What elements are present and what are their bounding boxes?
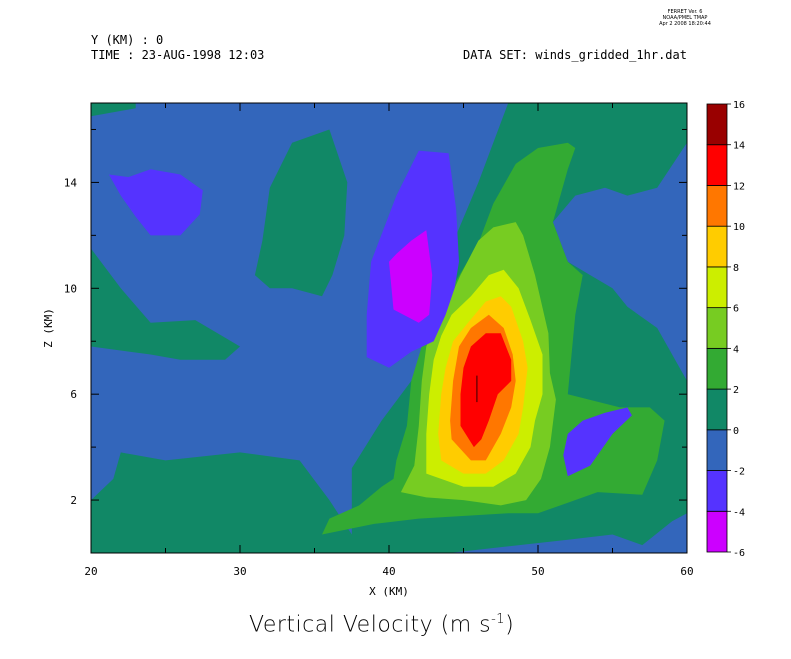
- colorbar-swatch-8: [706, 185, 728, 227]
- colorbar-label-0: -6: [733, 548, 745, 559]
- x-tick-label-20: 20: [84, 565, 97, 578]
- ferret-version-stamp: FERRET Ver. 6: [667, 9, 703, 15]
- colorbar-swatch-4: [706, 347, 728, 390]
- time-label: TIME : 23-AUG-1998 12:03: [91, 48, 265, 62]
- x-axis-label: X (KM): [369, 585, 409, 598]
- plot-title-close: ): [505, 612, 515, 638]
- colorbar-label-8: 10: [733, 222, 745, 233]
- y-tick-label-10: 10: [64, 282, 77, 295]
- y-axis-label: Z (KM): [42, 308, 55, 348]
- contour-region-12: [108, 169, 203, 236]
- colorbar-swatch-9: [706, 144, 728, 186]
- x-tick-label-50: 50: [531, 565, 544, 578]
- x-tick-label-30: 30: [233, 565, 246, 578]
- contour-region-4: [91, 103, 136, 117]
- colorbar-swatch-6: [706, 266, 728, 309]
- colorbar-label-11: 16: [733, 100, 745, 111]
- colorbar-swatch-3: [706, 388, 728, 431]
- colorbar-swatch-0: [706, 510, 728, 553]
- colorbar-label-5: 4: [733, 344, 739, 355]
- contour-region-10: [460, 333, 512, 448]
- ferret-org-stamp: NOAA/PMEL TMAP: [662, 15, 708, 21]
- colorbar-label-6: 6: [733, 304, 739, 315]
- plot-title-exponent: -1: [491, 612, 506, 627]
- contour-region-2: [91, 248, 240, 360]
- colorbar-label-7: 8: [733, 263, 739, 274]
- y-tick-label-6: 6: [70, 388, 77, 401]
- plot-title: Vertical Velocity (m s-1): [249, 612, 514, 637]
- colorbar-label-4: 2: [733, 385, 739, 396]
- colorbar-swatch-2: [706, 429, 728, 471]
- ferret-date-stamp: Apr 2 2008 18:20:44: [659, 21, 711, 27]
- colorbar-label-10: 14: [733, 141, 745, 152]
- colorbar-label-2: -2: [733, 467, 745, 478]
- y-tick-label-2: 2: [70, 494, 77, 507]
- y-coordinate-label: Y (KM) : 0: [91, 33, 164, 47]
- colorbar-label-9: 12: [733, 181, 745, 192]
- plot-title-text: Vertical Velocity (m s: [249, 612, 492, 638]
- contour-regions: [91, 103, 687, 553]
- colorbar-label-3: 0: [733, 426, 739, 437]
- colorbar-label-1: -4: [733, 507, 745, 518]
- colorbar-swatch-5: [706, 307, 728, 349]
- contour-region-15: [389, 230, 433, 323]
- x-tick-label-60: 60: [680, 565, 693, 578]
- colorbar-swatch-7: [706, 225, 728, 268]
- contour-region-3: [254, 129, 348, 297]
- y-tick-label-14: 14: [64, 176, 78, 189]
- x-tick-label-40: 40: [382, 565, 395, 578]
- colorbar-swatch-10: [706, 103, 728, 146]
- colorbar-swatch-1: [706, 470, 728, 512]
- contour-region-14: [563, 407, 632, 477]
- dataset-label: DATA SET: winds_gridded_1hr.dat: [463, 48, 687, 62]
